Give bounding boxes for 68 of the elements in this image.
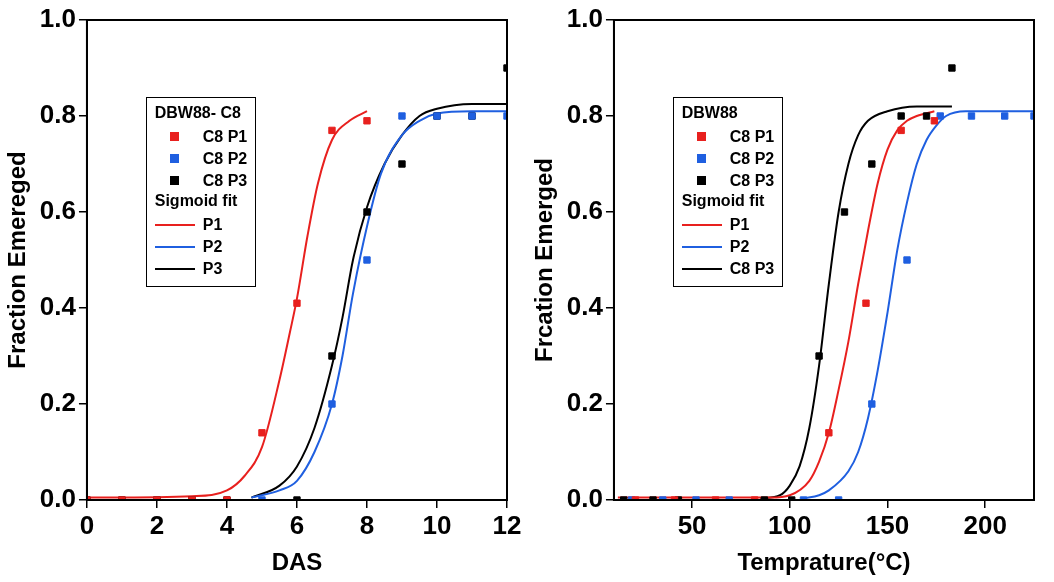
point — [398, 160, 406, 168]
x-axis-title: DAS — [271, 548, 323, 576]
annotation: Sigmoid fit — [154, 191, 239, 211]
x-tick-label: 0 — [79, 509, 95, 540]
point — [825, 429, 833, 437]
legend-title: DBW88 — [681, 103, 739, 123]
point — [363, 256, 371, 264]
legend-title: DBW88- C8 — [154, 103, 242, 123]
y-tick-label: 0.0 — [39, 483, 76, 514]
y-tick-label: 0.6 — [39, 195, 76, 226]
y-tick-label: 1.0 — [39, 3, 76, 34]
point — [903, 256, 911, 264]
point — [868, 160, 876, 168]
legend-label: C8 P2 — [729, 149, 775, 168]
annotation: Sigmoid fit — [681, 191, 766, 211]
legend-label: P1 — [729, 215, 750, 234]
point — [1001, 112, 1009, 120]
point — [936, 112, 944, 120]
x-tick-label: 10 — [422, 509, 452, 540]
legend-label: C8 P3 — [729, 171, 775, 190]
point — [815, 352, 823, 360]
x-tick-label: 200 — [963, 509, 1007, 540]
point — [398, 112, 406, 120]
point — [840, 208, 849, 216]
legend-label: C8 P3 — [729, 259, 775, 278]
y-tick-label: 0.4 — [39, 291, 77, 322]
x-tick-label: 100 — [768, 509, 812, 540]
y-axis-title: Fraction Emereged — [3, 151, 31, 369]
point — [258, 429, 266, 437]
y-tick-label: 0.8 — [39, 99, 76, 130]
x-tick-label: 8 — [359, 509, 375, 540]
point — [897, 126, 905, 135]
point — [930, 117, 939, 125]
y-axis-title: Frcation Emerged — [530, 157, 558, 363]
point — [363, 208, 371, 216]
point — [328, 352, 336, 360]
point — [363, 117, 371, 125]
legend-label: C8 P1 — [729, 127, 775, 146]
y-tick-label: 0.8 — [566, 99, 603, 130]
point — [897, 112, 905, 120]
legend-label: C8 P1 — [202, 127, 248, 146]
x-tick-label: 50 — [677, 509, 707, 540]
legend-label: P2 — [202, 237, 223, 256]
legend-label: P3 — [202, 259, 223, 278]
legend-label: P2 — [729, 237, 750, 256]
x-tick-label: 150 — [865, 509, 910, 540]
y-tick-label: 1.0 — [566, 3, 603, 34]
point — [948, 64, 956, 72]
y-tick-label: 0.6 — [566, 195, 603, 226]
point — [328, 126, 336, 135]
x-tick-label: 6 — [289, 509, 305, 540]
point — [328, 400, 336, 408]
x-tick-label: 2 — [149, 509, 165, 540]
y-tick-label: 0.0 — [566, 483, 603, 514]
point — [293, 299, 301, 307]
y-tick-label: 0.4 — [566, 291, 604, 322]
x-tick-label: 4 — [219, 509, 235, 540]
point — [967, 112, 976, 120]
y-tick-label: 0.2 — [566, 387, 603, 418]
point — [862, 299, 870, 307]
legend-label: P1 — [202, 215, 223, 234]
x-tick-label: 12 — [492, 509, 522, 540]
legend-label: C8 P3 — [202, 171, 248, 190]
point — [922, 112, 931, 120]
point — [868, 400, 876, 408]
y-tick-label: 0.2 — [39, 387, 76, 418]
x-axis-title: Temprature(°C) — [737, 548, 911, 576]
legend-label: C8 P2 — [202, 149, 248, 168]
